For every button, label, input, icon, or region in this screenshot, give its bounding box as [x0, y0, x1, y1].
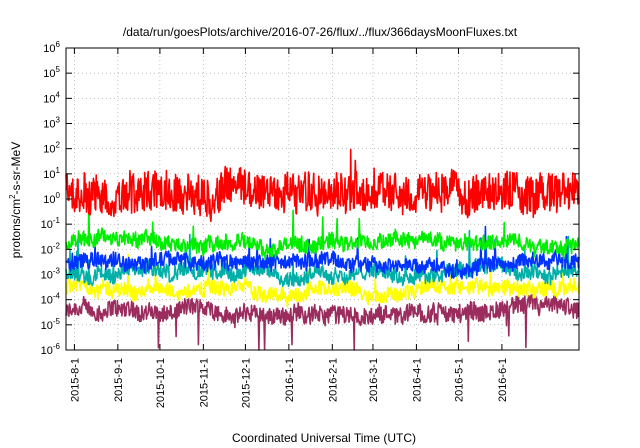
- x-tick-label: 2016-6-1: [497, 358, 509, 402]
- y-tick-exp: -3: [53, 267, 61, 276]
- y-tick-label: 105: [43, 65, 60, 80]
- series-line: [65, 225, 580, 280]
- y-tick-label: 106: [43, 40, 60, 55]
- y-tick-base: 10: [41, 295, 53, 307]
- y-tick-base: 10: [43, 68, 55, 80]
- y-tick-label: 102: [43, 141, 60, 156]
- y-tick-exp: -5: [53, 317, 61, 326]
- y-tick-exp: 2: [56, 141, 61, 150]
- y-tick-exp: 5: [56, 65, 61, 74]
- series-line: [65, 293, 580, 351]
- y-tick-label: 10-3: [41, 267, 61, 282]
- y-axis-label-pre: protons/cm: [9, 199, 23, 258]
- y-tick-base: 10: [41, 270, 53, 282]
- x-tick-label: 2015-10-1: [155, 358, 167, 408]
- series-line: [65, 148, 580, 223]
- y-tick-base: 10: [41, 244, 53, 256]
- series-line: [65, 199, 580, 261]
- x-tick-label: 2016-2-1: [327, 358, 339, 402]
- y-tick-exp: 1: [56, 166, 61, 175]
- y-axis: 10-610-510-410-310-210-11001011021031041…: [41, 40, 579, 357]
- y-tick-exp: 4: [56, 90, 61, 99]
- y-tick-base: 10: [43, 169, 55, 181]
- x-axis: 2015-8-1 2015-9-1 2015-10-1 2015-11-1 2015-1…: [69, 48, 509, 408]
- y-tick-label: 10-5: [41, 317, 61, 332]
- y-tick-exp: 0: [56, 191, 61, 200]
- y-tick-exp: -2: [53, 241, 61, 250]
- y-tick-exp: 6: [56, 40, 61, 49]
- y-tick-base: 10: [43, 194, 55, 206]
- y-tick-base: 10: [41, 320, 53, 332]
- y-tick-label: 10-1: [41, 216, 61, 231]
- y-tick-base: 10: [43, 144, 55, 156]
- chart-title: /data/run/goesPlots/archive/2016-07-26/f…: [123, 25, 518, 39]
- x-tick-label: 2016-5-1: [453, 358, 465, 402]
- y-axis-label-sup: 2: [8, 194, 17, 199]
- x-tick-label: 2016-3-1: [368, 358, 380, 402]
- x-axis-label: Coordinated Universal Time (UTC): [232, 431, 416, 445]
- x-tick-label: 2015-11-1: [198, 358, 210, 407]
- y-tick-base: 10: [43, 119, 55, 131]
- y-tick-label: 101: [43, 166, 60, 181]
- x-tick-label: 2016-4-1: [411, 358, 423, 402]
- y-tick-label: 103: [43, 116, 60, 131]
- x-tick-label: 2015-9-1: [113, 358, 125, 402]
- y-tick-exp: 3: [56, 116, 61, 125]
- y-tick-base: 10: [43, 93, 55, 105]
- y-tick-exp: -1: [53, 216, 61, 225]
- series-line: [65, 253, 580, 308]
- y-tick-label: 104: [43, 90, 60, 105]
- y-tick-label: 10-2: [41, 241, 61, 256]
- plot-area: [65, 148, 580, 351]
- x-tick-label: 2015-8-1: [69, 358, 81, 402]
- x-tick-label: 2016-1-1: [284, 358, 296, 402]
- y-tick-exp: -4: [53, 292, 61, 301]
- y-axis-label: protons/cm2-s-sr-MeV: [8, 142, 23, 258]
- y-tick-base: 10: [41, 219, 53, 231]
- x-tick-label: 2015-12-1: [240, 358, 252, 408]
- y-tick-label: 10-6: [41, 342, 61, 357]
- y-tick-exp: -6: [53, 342, 61, 351]
- y-tick-label: 100: [43, 191, 60, 206]
- y-axis-label-post: -s-sr-MeV: [9, 142, 23, 195]
- y-tick-label: 10-4: [41, 292, 61, 307]
- y-tick-base: 10: [43, 43, 55, 55]
- y-tick-base: 10: [41, 345, 53, 357]
